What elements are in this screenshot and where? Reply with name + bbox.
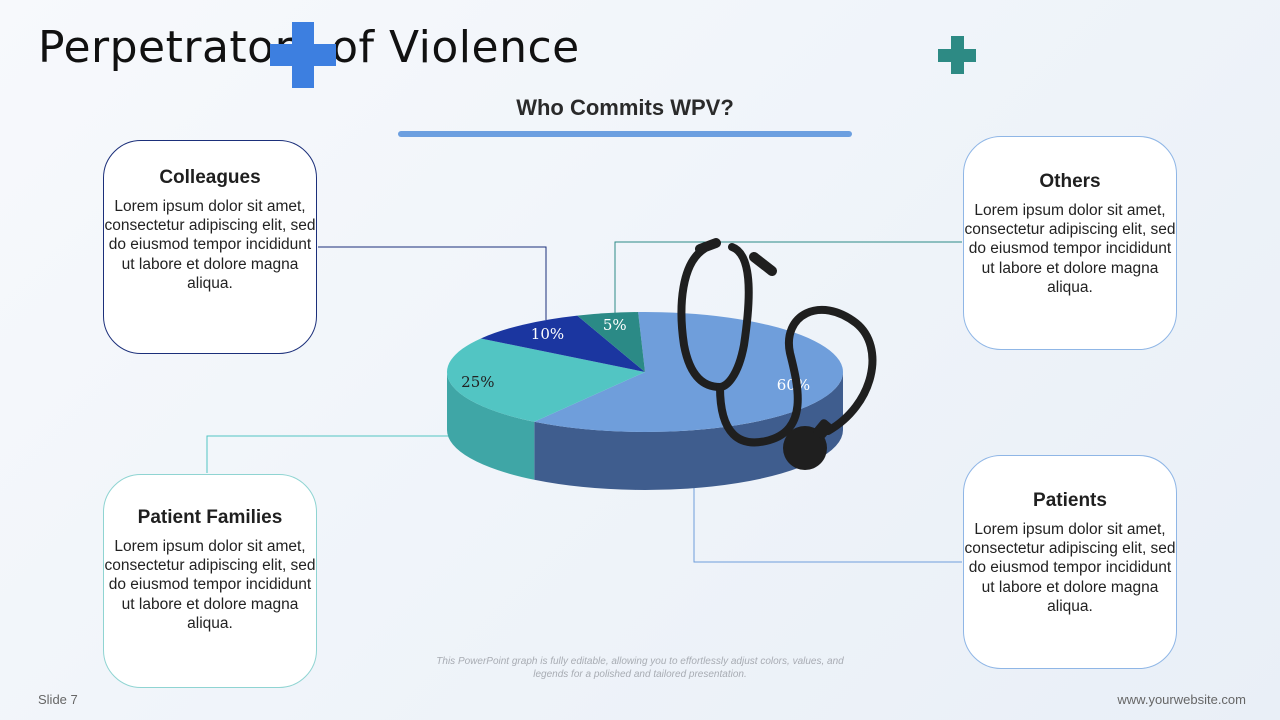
connector-colleagues (318, 246, 547, 320)
website-link[interactable]: www.yourwebsite.com (1117, 692, 1246, 707)
card-title: Others (1039, 171, 1101, 192)
card-title: Patient Families (137, 507, 283, 528)
chart-subtitle: Who Commits WPV? (516, 95, 734, 120)
pie-slice (446, 338, 645, 422)
card-colleagues: Colleagues Lorem ipsum dolor sit amet, c… (103, 140, 317, 354)
pie-slice (480, 315, 645, 372)
connector-patient-families (206, 435, 452, 473)
plus-cross-icon (938, 36, 976, 74)
card-title: Patients (1033, 490, 1107, 511)
subtitle-underline (398, 131, 852, 137)
card-others: Others Lorem ipsum dolor sit amet, conse… (963, 136, 1177, 350)
card-patient-families: Patient Families Lorem ipsum dolor sit a… (103, 474, 317, 688)
pie-data-label: 25% (461, 373, 494, 391)
pie-data-label: 5% (603, 316, 627, 334)
card-body: Lorem ipsum dolor sit amet, consectetur … (964, 521, 1176, 615)
connector-others (614, 241, 962, 314)
pie-slice (534, 312, 844, 432)
plus-cross-icon (270, 22, 336, 88)
card-title: Colleagues (159, 167, 261, 188)
footnote: This PowerPoint graph is fully editable,… (390, 655, 890, 681)
pie-slice (577, 312, 645, 372)
card-body: Lorem ipsum dolor sit amet, consectetur … (964, 202, 1176, 296)
card-patients: Patients Lorem ipsum dolor sit amet, con… (963, 455, 1177, 669)
stethoscope-icon (677, 238, 877, 470)
card-body: Lorem ipsum dolor sit amet, consectetur … (104, 538, 316, 632)
footnote-line: This PowerPoint graph is fully editable,… (436, 656, 844, 667)
pie-data-label: 10% (531, 325, 564, 343)
card-body: Lorem ipsum dolor sit amet, consectetur … (104, 198, 316, 292)
pie-slice-side (534, 372, 843, 491)
pie-slice-side (447, 372, 535, 480)
slide-number: Slide 7 (38, 692, 78, 707)
footnote-line: legends for a polished and tailored pres… (533, 669, 747, 680)
connector-patients (693, 488, 962, 563)
